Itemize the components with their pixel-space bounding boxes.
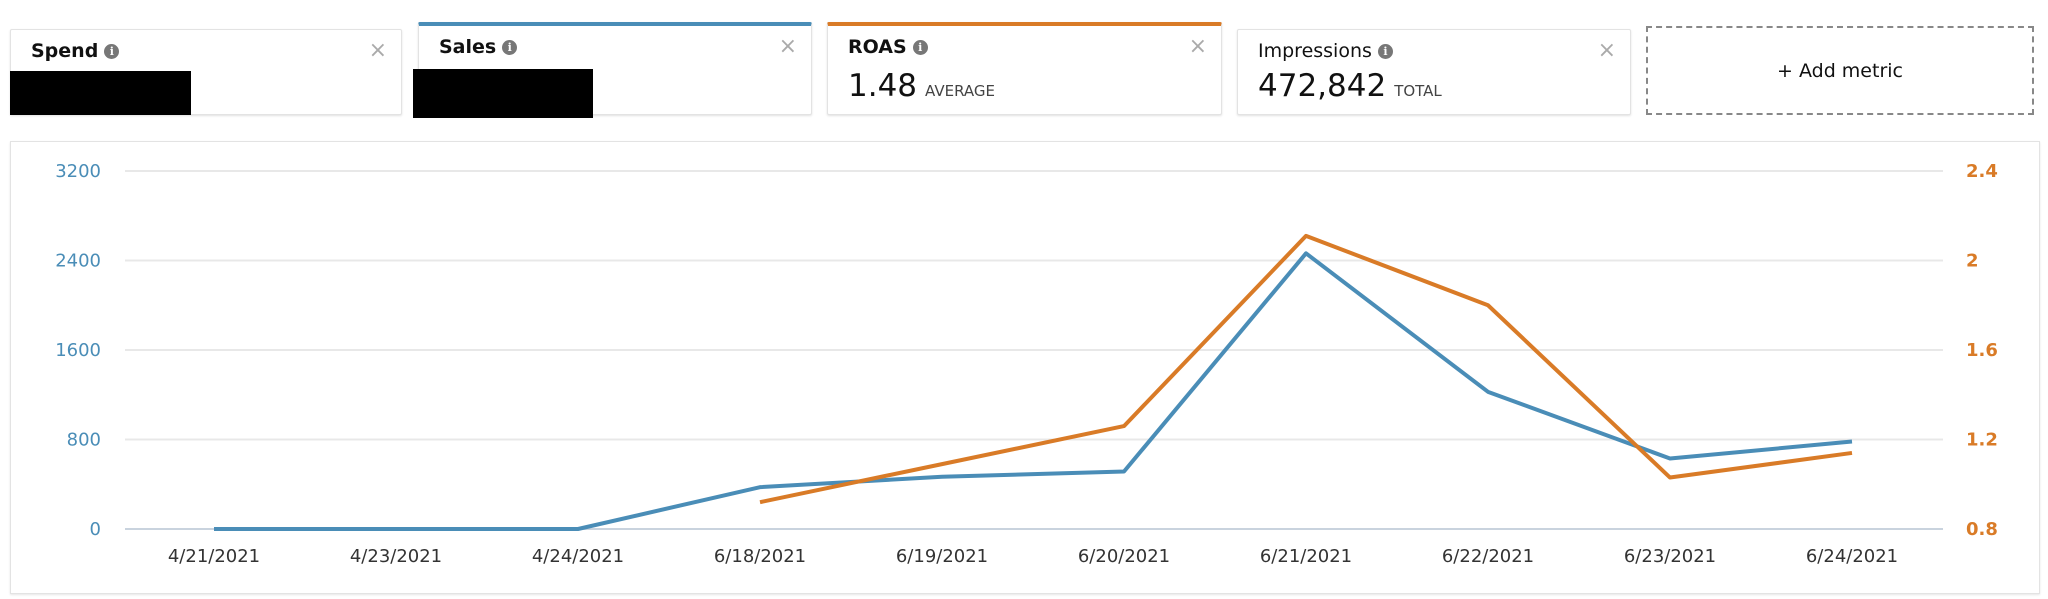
x-tick-label: 6/20/2021	[1078, 546, 1170, 567]
x-tick-label: 4/24/2021	[532, 546, 624, 567]
x-tick-label: 6/23/2021	[1624, 546, 1716, 567]
x-tick-label: 6/21/2021	[1260, 546, 1352, 567]
y-left-tick-label: 3200	[55, 161, 101, 182]
y-left-tick-label: 1600	[55, 340, 101, 361]
close-icon[interactable]: ×	[1188, 34, 1207, 59]
metric-title-text: Sales	[439, 36, 497, 58]
metric-card-impressions[interactable]: Impressions i × 472,842 TOTAL	[1237, 29, 1631, 115]
metric-title: Impressions i	[1258, 40, 1393, 62]
metric-title: ROAS i	[848, 36, 928, 58]
metric-value: 1.48 AVERAGE	[848, 68, 995, 104]
close-icon[interactable]: ×	[778, 34, 797, 59]
redacted-value	[10, 71, 191, 115]
metric-title-text: ROAS	[848, 36, 907, 58]
redacted-value	[413, 69, 593, 118]
metric-unit: TOTAL	[1394, 82, 1442, 100]
chart-panel: 0 0.8 800 1.2 1600 1.6 2400 2 3200 2.4 4/21/2021 4/…	[10, 141, 2040, 594]
metric-value: 472,842 TOTAL	[1258, 68, 1442, 104]
line-chart: 0 0.8 800 1.2 1600 1.6 2400 2 3200 2.4 4/21/2021 4/…	[55, 161, 1998, 567]
metric-title: Spend i	[31, 40, 120, 62]
y-right-tick-label: 0.8	[1966, 519, 1998, 540]
metric-title-text: Impressions	[1258, 40, 1372, 62]
x-tick-label: 6/22/2021	[1442, 546, 1534, 567]
y-right-tick-label: 1.2	[1966, 430, 1998, 451]
x-tick-label: 6/19/2021	[896, 546, 988, 567]
info-icon[interactable]: i	[104, 43, 120, 59]
info-icon[interactable]: i	[1377, 43, 1393, 59]
close-icon[interactable]: ×	[368, 38, 387, 63]
y-left-tick-label: 0	[90, 519, 101, 540]
info-icon[interactable]: i	[912, 39, 928, 55]
metric-title-text: Spend	[31, 40, 99, 62]
y-left-tick-label: 2400	[55, 251, 101, 272]
series-line-roas	[759, 233, 1853, 505]
metric-number: 472,842	[1258, 68, 1387, 104]
metric-unit: AVERAGE	[925, 82, 995, 100]
x-tick-label: 4/23/2021	[350, 546, 442, 567]
x-tick-label: 6/24/2021	[1806, 546, 1898, 567]
metric-number: 1.48	[848, 68, 918, 104]
x-tick-label: 4/21/2021	[168, 546, 260, 567]
y-right-tick-label: 2.4	[1966, 161, 1998, 182]
series-line-sales	[214, 251, 1853, 531]
y-right-tick-label: 1.6	[1966, 340, 1998, 361]
y-right-tick-label: 2	[1966, 251, 1979, 272]
x-tick-label: 6/18/2021	[714, 546, 806, 567]
y-left-tick-label: 800	[67, 430, 101, 451]
metric-title: Sales i	[439, 36, 518, 58]
close-icon[interactable]: ×	[1597, 38, 1616, 63]
metric-card-roas[interactable]: ROAS i × 1.48 AVERAGE	[827, 22, 1222, 115]
add-metric-button[interactable]: + Add metric	[1646, 26, 2034, 115]
info-icon[interactable]: i	[502, 39, 518, 55]
